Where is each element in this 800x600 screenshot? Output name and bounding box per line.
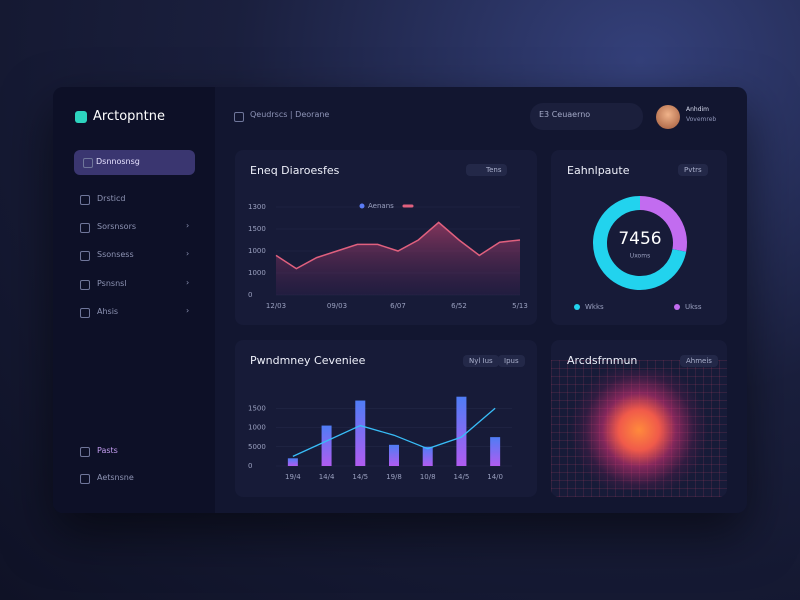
- chevron: ›: [186, 249, 190, 258]
- y-tick-label: 1500: [248, 404, 266, 412]
- x-tick-label: 19/8: [386, 473, 402, 481]
- x-tick-label: 12/03: [266, 302, 286, 310]
- button[interactable]: Ahmeis: [680, 355, 718, 367]
- user-role: Vovemreb: [686, 116, 717, 123]
- y-tick-label: 5000: [248, 443, 266, 451]
- x-tick-label: 10/8: [420, 473, 436, 481]
- icon: [83, 158, 93, 168]
- icon: [234, 112, 244, 122]
- panel-title: Eahnlpaute: [567, 164, 630, 177]
- active-item-bg[interactable]: [74, 150, 195, 175]
- nav-item[interactable]: Dsnnosnsg: [96, 157, 140, 166]
- x-tick-label: 14/5: [454, 473, 470, 481]
- breadcrumb: Qeudrscs | Deorane: [250, 110, 330, 119]
- panel-title: Eneq Diaroesfes: [250, 164, 340, 177]
- icon: [80, 223, 90, 233]
- x-tick-label: 6/07: [390, 302, 406, 310]
- donut-value: 7456: [618, 229, 661, 249]
- donut-sublabel: Uxoms: [630, 253, 650, 260]
- legend-label: Wkks: [585, 303, 604, 311]
- bar: [456, 396, 467, 466]
- nav-item[interactable]: Sorsnsors: [97, 222, 137, 231]
- nav-item[interactable]: Ahsis: [97, 307, 119, 316]
- avatar[interactable]: [656, 105, 680, 129]
- y-tick-label: 1000: [248, 424, 266, 432]
- legend-dot: [674, 304, 680, 310]
- y-tick-label: 0: [248, 462, 252, 470]
- search-box[interactable]: [530, 103, 643, 130]
- icon: [80, 308, 90, 318]
- button[interactable]: Nyl Ius: [463, 355, 499, 367]
- legend-label: Aenans: [368, 202, 394, 210]
- footer-item[interactable]: Aetsnsne: [97, 473, 134, 482]
- nav-item[interactable]: Psnsnsl: [97, 279, 127, 288]
- bar: [355, 400, 366, 466]
- y-tick-label: 0: [248, 291, 252, 299]
- icon: [80, 195, 90, 205]
- x-tick-label: 5/13: [512, 302, 528, 310]
- panel: [235, 150, 537, 325]
- logo: [75, 111, 87, 123]
- icon: [80, 474, 90, 484]
- x-tick-label: 19/4: [285, 473, 301, 481]
- line: [292, 407, 496, 457]
- button[interactable]: Pvtrs: [678, 164, 708, 176]
- search-text[interactable]: E3 Ceuaerno: [539, 110, 591, 119]
- bar: [389, 444, 399, 466]
- brand: Arctopntne: [93, 109, 165, 124]
- x-tick-label: 6/52: [451, 302, 467, 310]
- heatmap-blob: [569, 370, 709, 490]
- icon: [80, 447, 90, 457]
- line: [275, 221, 521, 270]
- panel-title: Arcdsfrnmun: [567, 354, 638, 367]
- donut-segment: [639, 196, 687, 252]
- legend-dot: [574, 304, 580, 310]
- bar: [422, 446, 433, 466]
- area-fill: [276, 222, 520, 295]
- nav-item[interactable]: Ssonsess: [97, 250, 134, 259]
- donut-segment: [593, 196, 687, 290]
- button[interactable]: Ipus: [498, 355, 525, 367]
- legend-label: Ukss: [685, 303, 702, 311]
- bar: [490, 437, 501, 466]
- toggle[interactable]: Tens: [466, 164, 508, 176]
- y-tick-label: 1300: [248, 203, 266, 211]
- x-tick-label: 14/0: [487, 473, 503, 481]
- x-tick-label: 14/5: [352, 473, 368, 481]
- chevron: ›: [186, 306, 190, 315]
- icon: [80, 280, 90, 290]
- legend-dot: [359, 203, 365, 209]
- icon: [80, 251, 90, 261]
- x-tick-label: 09/03: [327, 302, 347, 310]
- panel: [551, 150, 727, 325]
- y-tick-label: 1000: [248, 247, 266, 255]
- user-name: Anhdim: [686, 106, 710, 113]
- chevron: ›: [186, 278, 190, 287]
- y-tick-label: 1500: [248, 225, 266, 233]
- y-tick-label: 1000: [248, 269, 266, 277]
- x-tick-label: 14/4: [319, 473, 335, 481]
- bar: [287, 458, 298, 466]
- chevron: ›: [186, 221, 190, 230]
- footer-item[interactable]: Pasts: [97, 446, 118, 455]
- panel-title: Pwndmney Ceveniee: [250, 354, 366, 367]
- bar: [321, 425, 332, 466]
- nav-item[interactable]: Drsticd: [97, 194, 126, 203]
